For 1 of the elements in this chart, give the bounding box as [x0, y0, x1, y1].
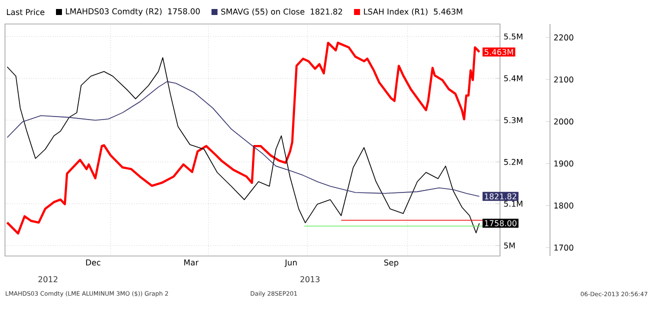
line-series: [6, 81, 480, 197]
